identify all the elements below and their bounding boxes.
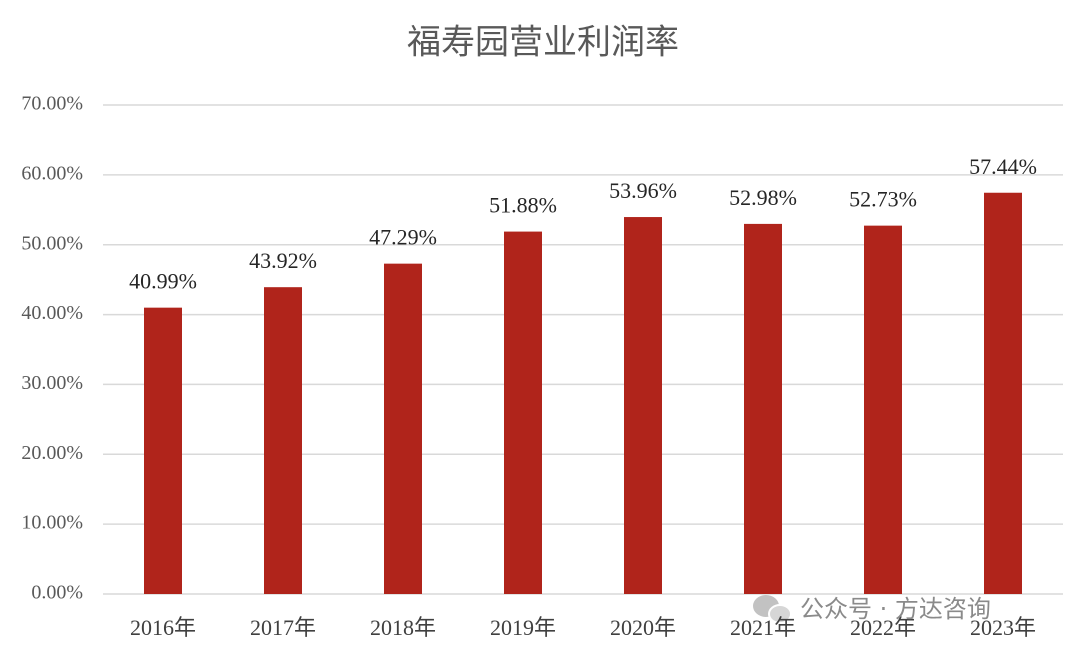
y-tick-label: 50.00% <box>21 232 83 254</box>
y-tick-label: 30.00% <box>21 372 83 394</box>
x-tick-label: 2022年 <box>850 615 916 640</box>
value-label: 53.96% <box>609 178 677 203</box>
y-tick-label: 10.00% <box>21 512 83 534</box>
y-tick-label: 70.00% <box>21 93 83 115</box>
bar <box>384 263 422 594</box>
value-label: 43.92% <box>249 248 317 273</box>
bar <box>744 223 782 594</box>
chart-title: 福寿园营业利润率 <box>407 23 679 63</box>
bar <box>624 217 662 595</box>
y-tick-label: 60.00% <box>21 162 83 184</box>
x-tick-label: 2020年 <box>610 615 676 640</box>
value-label: 57.44% <box>969 154 1037 179</box>
watermark-icon <box>753 595 792 624</box>
value-label: 51.88% <box>489 193 557 218</box>
y-tick-label: 20.00% <box>21 442 83 464</box>
bar <box>144 307 182 594</box>
value-label: 52.73% <box>849 187 917 212</box>
bar <box>264 287 302 594</box>
value-label: 47.29% <box>369 225 437 250</box>
bar <box>984 192 1022 594</box>
x-tick-label: 2016年 <box>130 615 196 640</box>
y-tick-label: 40.00% <box>21 302 83 324</box>
x-tick-label: 2021年 <box>730 615 796 640</box>
x-tick-label: 2017年 <box>250 615 316 640</box>
value-label: 52.98% <box>729 185 797 210</box>
x-tick-label: 2019年 <box>490 615 556 640</box>
watermark: 公众号 · 方达咨询 <box>800 595 991 623</box>
x-tick-label: 2023年 <box>970 615 1036 640</box>
value-label: 40.99% <box>129 269 197 294</box>
bar <box>504 231 542 594</box>
x-tick-label: 2018年 <box>370 615 436 640</box>
bar <box>864 225 902 594</box>
y-tick-label: 0.00% <box>31 582 83 604</box>
